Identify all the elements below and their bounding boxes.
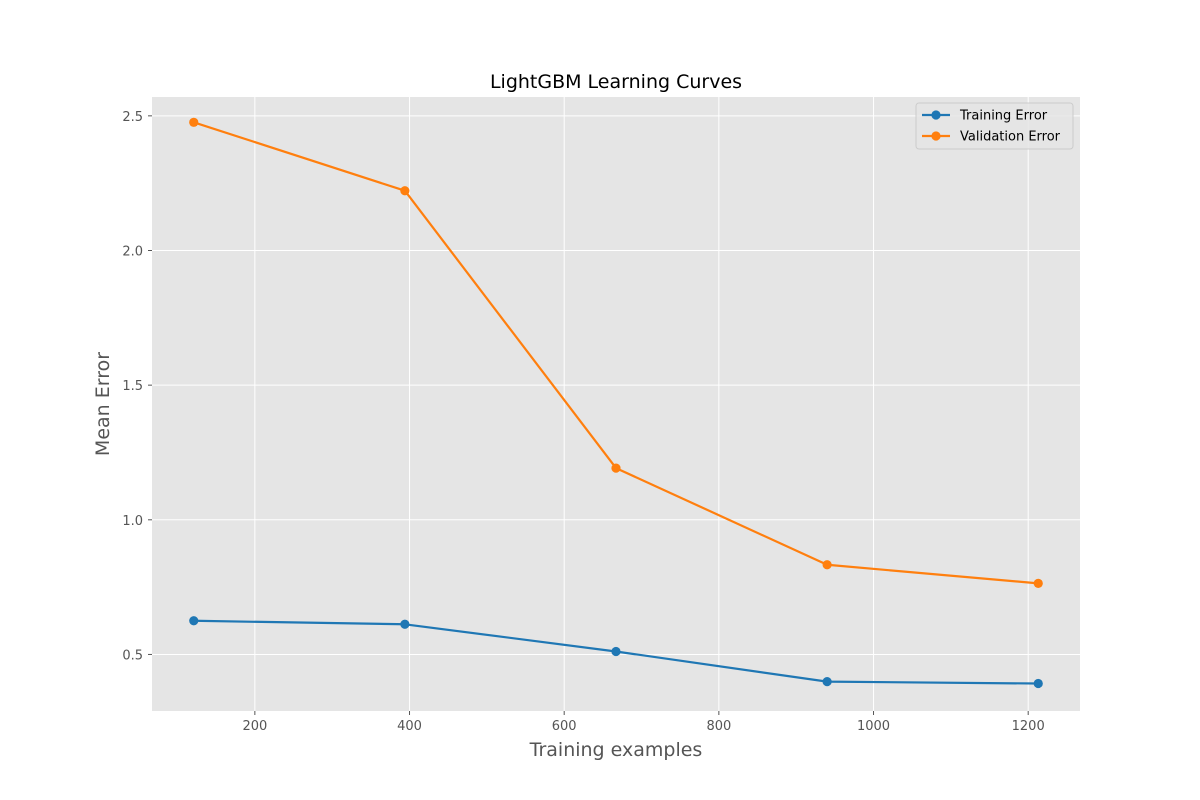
legend-label-validation-error: Validation Error [960, 130, 1061, 145]
legend-item-training-error: Training Error [922, 109, 1048, 124]
training-error-point [611, 646, 621, 657]
x-axis-ticks: 200 400 600 800 1000 1200 [242, 711, 1045, 734]
training-error-point [400, 619, 410, 629]
training-error-point [822, 677, 832, 687]
validation-error-point [822, 560, 832, 570]
y-tick-label: 0.5 [122, 648, 143, 663]
x-tick-label: 400 [397, 719, 422, 734]
legend-marker-training-error [931, 110, 941, 120]
legend: Training Error Validation Error [915, 102, 1074, 150]
y-axis-ticks: 0.5 1.0 1.5 2.0 2.5 [122, 110, 152, 663]
chart-title: LightGBM Learning Curves [490, 71, 742, 93]
training-error-point [189, 616, 199, 626]
x-tick-label: 600 [552, 719, 577, 734]
validation-error-point [1033, 578, 1043, 588]
grid-lines [152, 97, 1080, 711]
legend-marker-validation-error [931, 131, 941, 141]
legend-item-validation-error: Validation Error [922, 130, 1061, 145]
series-training-error [189, 616, 1043, 689]
x-tick-label: 800 [706, 719, 731, 734]
legend-box [915, 102, 1074, 150]
validation-error-point [611, 463, 621, 473]
x-tick-label: 1200 [1012, 719, 1045, 734]
y-tick-label: 1.0 [122, 514, 143, 529]
y-axis-label: Mean Error [92, 352, 114, 456]
y-tick-label: 2.5 [122, 110, 143, 125]
validation-error-point [400, 186, 410, 196]
plot-area [152, 97, 1080, 711]
series-validation-error [189, 117, 1043, 588]
training-error-point [1033, 678, 1043, 689]
series-layer [189, 117, 1043, 689]
legend-label-training-error: Training Error [959, 109, 1048, 124]
x-tick-label: 200 [242, 719, 267, 734]
x-axis-label: Training examples [529, 739, 703, 761]
x-tick-label: 1000 [857, 719, 890, 734]
validation-error-point [189, 117, 199, 127]
y-tick-label: 1.5 [122, 379, 143, 394]
y-tick-label: 2.0 [122, 245, 143, 260]
